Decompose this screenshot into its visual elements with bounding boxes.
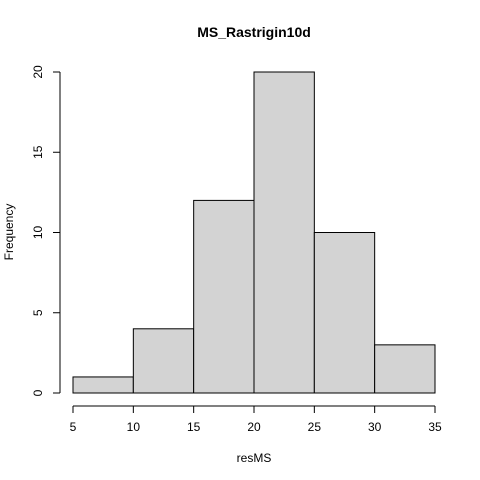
chart-title: MS_Rastrigin10d	[197, 24, 311, 40]
histogram-bar-5	[313, 232, 376, 394]
y-tick-label: 0	[31, 389, 45, 396]
x-tick-label: 15	[187, 420, 201, 434]
y-tick-label: 10	[31, 226, 45, 240]
histogram-bar-6	[374, 344, 436, 394]
bars-group	[72, 71, 436, 394]
y-axis: 0 5 10 15 20	[31, 65, 61, 396]
x-axis-label: resMS	[237, 451, 272, 465]
y-tick-label: 20	[31, 65, 45, 79]
x-tick-label: 10	[127, 420, 141, 434]
x-tick-label: 30	[368, 420, 382, 434]
x-tick-label: 20	[247, 420, 261, 434]
x-tick-label: 5	[70, 420, 77, 434]
y-axis-label: Frequency	[2, 204, 16, 261]
y-tick-label: 15	[31, 145, 45, 159]
x-tick-label: 25	[308, 420, 322, 434]
histogram-bar-2	[132, 328, 195, 394]
histogram-bar-3	[193, 199, 255, 394]
y-tick-label: 5	[31, 309, 45, 316]
x-tick-label: 35	[428, 420, 442, 434]
histogram-bar-1	[72, 376, 134, 394]
x-axis: 5 10 15 20 25 30 35	[70, 405, 442, 434]
histogram-bar-4	[253, 71, 315, 394]
